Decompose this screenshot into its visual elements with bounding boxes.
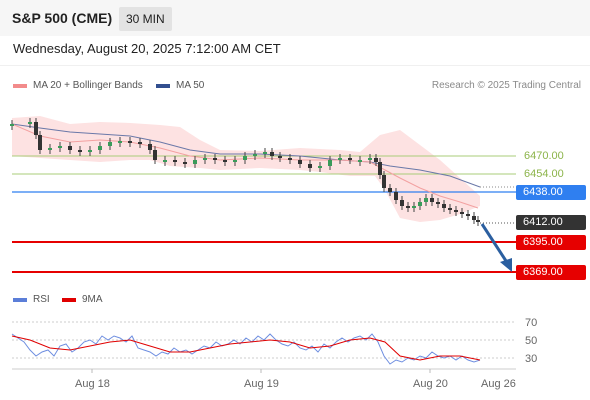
candle-body — [68, 146, 72, 150]
candle-body — [193, 160, 197, 164]
candle-body — [454, 210, 458, 212]
rsi-axis-label: 50 — [525, 335, 537, 347]
ma50-swatch-icon — [156, 83, 170, 88]
candle-body — [78, 150, 82, 152]
candle-body — [318, 166, 322, 168]
candle-body — [263, 152, 267, 154]
candle-body — [406, 206, 410, 208]
candle-body — [88, 150, 92, 152]
legend-rsi-ma-label: 9MA — [82, 294, 103, 305]
rsi-line — [11, 333, 481, 365]
candle-body — [243, 156, 247, 160]
candlesticks — [10, 118, 480, 226]
candle-body — [58, 146, 62, 148]
candle-body — [448, 208, 452, 210]
candle-body — [48, 148, 52, 150]
forecast-arrow — [480, 223, 510, 265]
rsi-ma-swatch-icon — [62, 297, 76, 302]
target-price-tag-2: 6369.00 — [516, 265, 586, 280]
candle-body — [436, 202, 440, 204]
ma20-swatch-icon — [13, 83, 27, 88]
candle-body — [298, 160, 302, 164]
candle-body — [476, 220, 480, 222]
x-axis-label: Aug 18 — [75, 378, 110, 390]
rsi-swatch-icon — [13, 297, 27, 302]
candle-body — [430, 198, 434, 202]
candle-body — [278, 156, 282, 158]
candle-body — [412, 206, 416, 208]
candle-body — [328, 160, 332, 166]
legend-ma50: MA 50 — [156, 80, 204, 91]
candle-body — [424, 198, 428, 202]
research-credit: Research © 2025 Trading Central — [431, 80, 581, 91]
legend-ma20: MA 20 + Bollinger Bands — [13, 80, 143, 91]
x-axis-label: Aug 20 — [413, 378, 448, 390]
candle-body — [253, 154, 257, 156]
instrument-title: S&P 500 (CME) — [12, 10, 113, 26]
target-price-tag-1: 6395.00 — [516, 235, 586, 250]
candle-body — [338, 158, 342, 160]
candle-body — [368, 158, 372, 160]
candle-body — [270, 152, 274, 156]
candle-body — [382, 175, 386, 188]
x-axis-label: Aug 19 — [244, 378, 279, 390]
pivot-price-tag: 6438.00 — [516, 185, 586, 200]
candle-body — [173, 160, 177, 162]
candle-body — [233, 160, 237, 162]
candle-body — [203, 158, 207, 160]
candle-body — [28, 122, 32, 124]
candle-body — [118, 141, 122, 143]
candle-body — [148, 144, 152, 150]
last-price-tag: 6412.00 — [516, 215, 586, 230]
candle-body — [128, 141, 132, 143]
candle-body — [388, 188, 392, 192]
ma50-line — [11, 123, 481, 188]
candle-body — [460, 212, 464, 214]
candle-body — [98, 146, 102, 150]
candle-body — [183, 162, 187, 164]
candle-body — [108, 142, 112, 146]
candle-body — [10, 124, 14, 126]
candle-body — [288, 158, 292, 160]
candle-body — [466, 214, 470, 216]
rsi-axis-label: 70 — [525, 317, 537, 329]
rsi-ma-line — [11, 335, 481, 361]
legend-ma20-label: MA 20 + Bollinger Bands — [33, 80, 143, 91]
rsi-axis-label: 30 — [525, 353, 537, 365]
candle-body — [213, 158, 217, 160]
forecast-arrow-head-icon — [500, 258, 512, 272]
legend-rsi-ma: 9MA — [62, 294, 103, 305]
interval-button[interactable]: 30 MIN — [119, 7, 172, 31]
candle-body — [308, 164, 312, 168]
level-label-6454: 6454.00 — [524, 168, 564, 180]
candle-body — [442, 204, 446, 208]
divider — [0, 65, 590, 66]
candle-body — [138, 142, 142, 144]
candle-body — [378, 162, 382, 175]
header-bar: S&P 500 (CME) 30 MIN — [0, 0, 590, 36]
candle-body — [348, 158, 352, 160]
candle-body — [418, 202, 422, 206]
candle-body — [374, 158, 378, 162]
candle-body — [358, 160, 362, 162]
candle-body — [163, 160, 167, 162]
candle-body — [153, 150, 157, 160]
legend-rsi: RSI — [13, 294, 50, 305]
legend-rsi-label: RSI — [33, 294, 50, 305]
candle-body — [472, 216, 476, 220]
x-axis-label: Aug 26 — [481, 378, 516, 390]
candle-body — [394, 192, 398, 200]
level-label-6470: 6470.00 — [524, 150, 564, 162]
candle-body — [38, 135, 42, 150]
candle-body — [400, 200, 404, 206]
legend-ma50-label: MA 50 — [176, 80, 205, 91]
candle-body — [34, 122, 38, 135]
candle-body — [223, 160, 227, 162]
timestamp-label: Wednesday, August 20, 2025 7:12:00 AM CE… — [13, 41, 281, 56]
